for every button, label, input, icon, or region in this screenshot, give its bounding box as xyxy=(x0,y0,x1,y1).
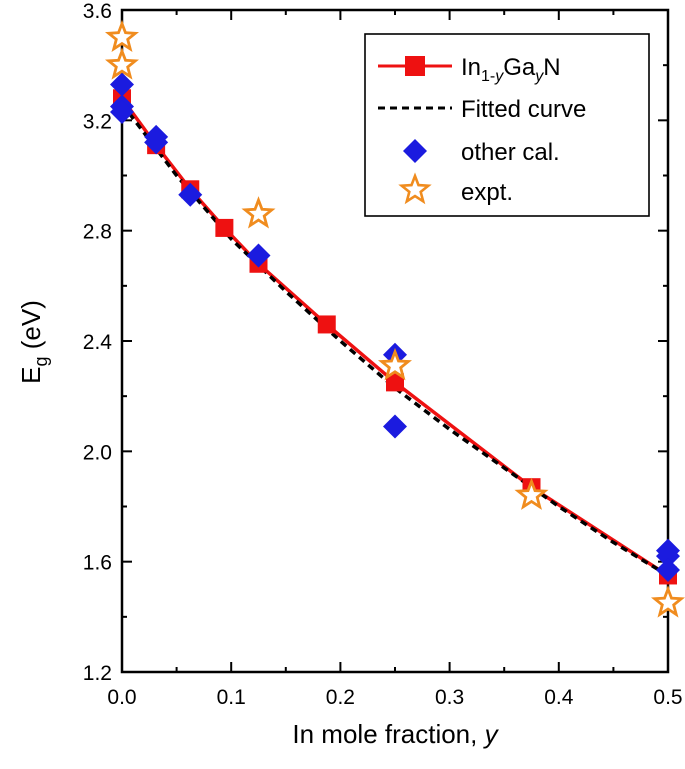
x-tick-label: 0.0 xyxy=(107,686,136,709)
y-tick-label: 3.6 xyxy=(83,0,112,23)
point-diamond xyxy=(656,557,680,582)
legend-diamond-blue xyxy=(403,139,427,163)
series-layer xyxy=(104,19,685,618)
legend-label-in1-ygaygn: In1-yGayN xyxy=(461,54,561,85)
legend-square-red xyxy=(405,56,425,76)
axis-ticks: 0.0 0.1 0.2 0.3 0.4 0.5 1.2 1.6 2.0 2.4 2.8 3.2 3.6 xyxy=(83,0,683,709)
point-diamond xyxy=(246,243,271,268)
point-square xyxy=(317,315,336,334)
xlabel-var: y xyxy=(483,719,500,749)
point-star xyxy=(514,477,549,510)
legend-item-fitted: Fitted curve xyxy=(378,96,586,123)
xlabel-main: In mole fraction, xyxy=(292,719,484,749)
legend: In1-yGayN Fitted curve other cal. expt. xyxy=(364,33,650,217)
point-star xyxy=(104,19,140,53)
y-axis-label: Eg (eV) xyxy=(16,300,51,384)
y-tick-label: 3.2 xyxy=(83,110,112,133)
x-tick-label: 0.3 xyxy=(435,686,464,709)
ylabel-main: E xyxy=(16,367,46,384)
x-tick-label: 0.5 xyxy=(653,686,682,709)
point-star xyxy=(650,585,685,618)
y-tick-label: 1.6 xyxy=(83,552,112,575)
legend-label-other-cal: other cal. xyxy=(461,139,560,166)
point-diamond xyxy=(110,100,134,125)
x-tick-label: 0.4 xyxy=(544,686,574,709)
point-diamond xyxy=(144,130,169,155)
point-square xyxy=(215,218,234,237)
point-star xyxy=(241,196,276,229)
point-square xyxy=(386,373,404,392)
point-star xyxy=(104,47,140,80)
ylabel-sub: g xyxy=(31,356,51,366)
x-tick-label: 0.2 xyxy=(326,686,355,709)
x-axis-label: In mole fraction, y xyxy=(292,719,499,749)
point-diamond xyxy=(383,414,407,439)
point-diamond xyxy=(110,72,134,97)
point-diamond xyxy=(178,182,203,207)
legend-item-expt: expt. xyxy=(398,172,513,206)
point-diamond xyxy=(656,544,680,569)
y-tick-label: 2.8 xyxy=(83,221,112,244)
y-tick-label: 2.4 xyxy=(83,331,113,354)
y-tick-label: 1.2 xyxy=(83,662,112,685)
legend-item-in1-ygaygn: In1-yGayN xyxy=(378,54,561,85)
series-line-fitted xyxy=(120,102,669,577)
svg-text:Eg (eV): Eg (eV) xyxy=(16,300,51,384)
legend-label-expt: expt. xyxy=(461,179,513,206)
legend-item-other-cal: other cal. xyxy=(403,139,560,166)
plot-area: 0.0 0.1 0.2 0.3 0.4 0.5 1.2 1.6 2.0 2.4 2.8 3.2 3.6 xyxy=(83,0,685,709)
y-tick-label: 2.0 xyxy=(83,441,112,464)
point-star xyxy=(377,347,413,381)
x-tick-label: 0.1 xyxy=(217,686,246,709)
ylabel-unit: (eV) xyxy=(16,300,46,356)
legend-star-orange xyxy=(398,172,432,205)
legend-label-fitted: Fitted curve xyxy=(461,96,586,123)
